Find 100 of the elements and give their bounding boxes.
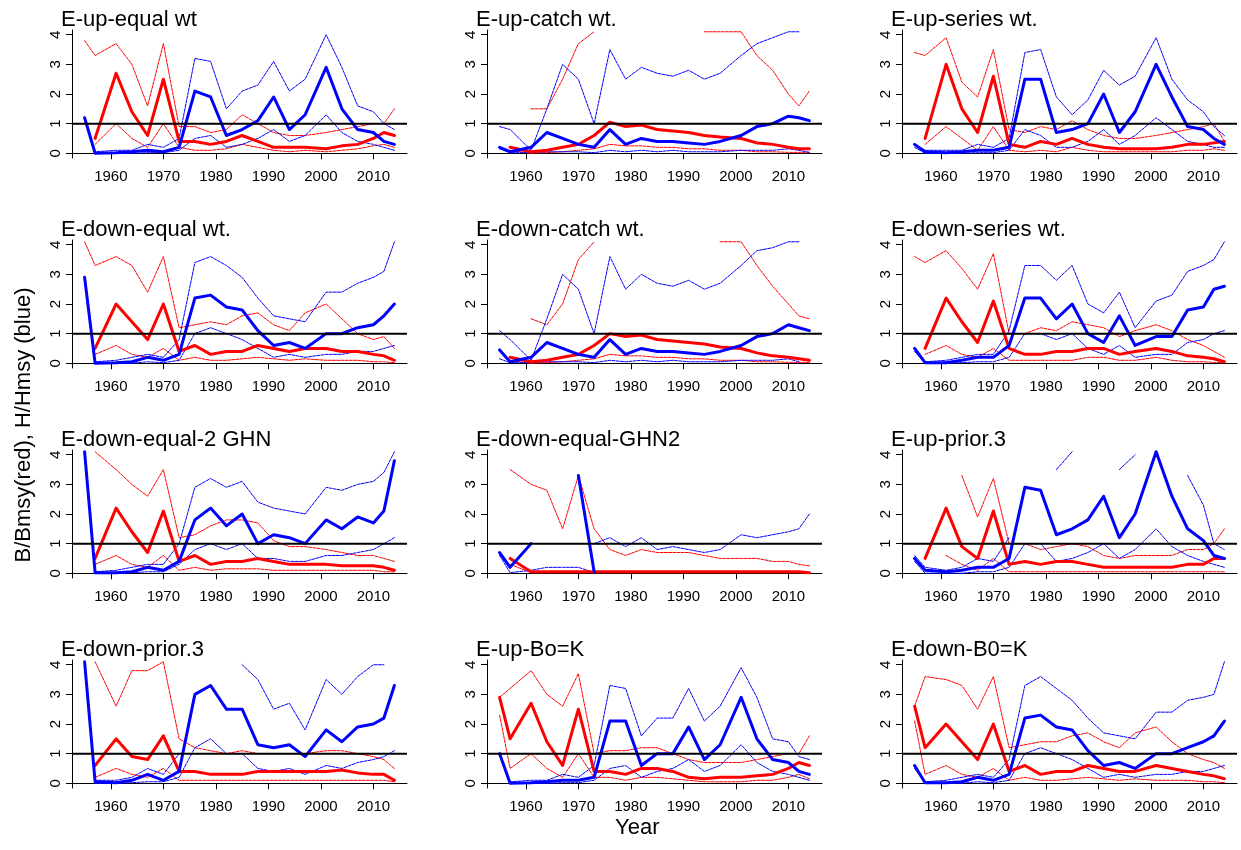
- y-tick-label: 4: [876, 240, 893, 249]
- x-tick-label: 1970: [146, 167, 181, 184]
- x-tick-label: 2000: [719, 377, 753, 394]
- y-tick-label: 1: [46, 539, 63, 548]
- chart-title: E-down-equal wt.: [61, 215, 231, 241]
- x-tick-label: 1960: [94, 797, 128, 814]
- x-tick-label: 2000: [1134, 797, 1168, 814]
- y-tick-label: 2: [46, 89, 63, 99]
- y-tick-label: 1: [461, 539, 478, 548]
- y-tick-label: 4: [461, 240, 478, 249]
- y-tick-label: 3: [876, 270, 893, 279]
- chart-title: E-down-prior.3: [61, 635, 205, 661]
- x-tick-label: 1960: [509, 797, 543, 814]
- x-tick-label: 1980: [614, 587, 648, 604]
- y-tick-label: 3: [461, 480, 478, 489]
- y-tick-label: 0: [461, 359, 478, 368]
- y-tick-label: 3: [46, 270, 63, 279]
- x-tick-label: 1990: [1081, 587, 1116, 604]
- x-tick-label: 1980: [199, 587, 233, 604]
- x-tick-label: 1980: [1029, 167, 1063, 184]
- x-tick-label: 2010: [356, 587, 391, 604]
- y-tick-label: 1: [46, 119, 63, 128]
- x-tick-label: 2010: [771, 797, 806, 814]
- y-tick-label: 4: [876, 450, 893, 459]
- y-tick-label: 3: [46, 690, 63, 699]
- x-tick-label: 2000: [719, 797, 753, 814]
- x-tick-label: 1970: [146, 587, 181, 604]
- y-tick-label: 0: [46, 779, 63, 788]
- y-tick-label: 4: [876, 660, 893, 669]
- y-tick-label: 1: [461, 119, 478, 128]
- y-tick-label: 2: [46, 719, 63, 729]
- y-tick-label: 4: [461, 30, 478, 39]
- y-tick-label: 0: [876, 569, 893, 578]
- y-tick-label: 4: [46, 30, 63, 39]
- y-tick-label: 2: [876, 509, 893, 519]
- x-tick-label: 1980: [1029, 587, 1063, 604]
- y-tick-label: 2: [461, 509, 478, 519]
- y-tick-label: 0: [46, 149, 63, 158]
- x-tick-label: 2010: [356, 377, 391, 394]
- x-tick-label: 2010: [1186, 797, 1221, 814]
- y-tick-label: 2: [461, 719, 478, 729]
- x-tick-label: 1990: [1081, 797, 1116, 814]
- x-tick-label: 2000: [304, 377, 338, 394]
- x-tick-label: 2000: [1134, 167, 1168, 184]
- x-tick-label: 1960: [924, 377, 958, 394]
- y-tick-label: 0: [876, 149, 893, 158]
- x-tick-label: 1980: [199, 797, 233, 814]
- x-tick-label: 1990: [1081, 167, 1116, 184]
- x-tick-label: 1990: [251, 587, 286, 604]
- x-tick-label: 1960: [924, 587, 958, 604]
- x-tick-label: 1980: [614, 167, 648, 184]
- y-axis-title: B/Bmsy(red), H/Hmsy (blue): [9, 287, 36, 563]
- chart-title: E-down-B0=K: [891, 635, 1028, 661]
- y-tick-label: 4: [461, 660, 478, 669]
- x-tick-label: 1960: [509, 167, 543, 184]
- y-tick-label: 4: [46, 240, 63, 249]
- x-tick-label: 2010: [1186, 167, 1221, 184]
- x-tick-label: 1980: [614, 377, 648, 394]
- y-tick-label: 1: [461, 329, 478, 338]
- x-tick-label: 1970: [146, 797, 181, 814]
- x-tick-label: 1960: [94, 587, 128, 604]
- chart-title: E-down-equal-GHN2: [476, 425, 681, 451]
- x-axis-title: Year: [615, 814, 660, 840]
- y-tick-label: 1: [876, 539, 893, 548]
- y-tick-label: 0: [461, 569, 478, 578]
- x-tick-label: 1970: [976, 377, 1011, 394]
- y-tick-label: 3: [461, 690, 478, 699]
- x-tick-label: 1980: [1029, 797, 1063, 814]
- x-tick-label: 2010: [356, 797, 391, 814]
- chart-title: E-down-catch wt.: [476, 215, 645, 241]
- x-tick-label: 1970: [976, 587, 1011, 604]
- x-tick-label: 1980: [1029, 377, 1063, 394]
- x-tick-label: 1960: [94, 167, 128, 184]
- x-tick-label: 1970: [561, 587, 596, 604]
- x-tick-label: 1990: [251, 377, 286, 394]
- x-tick-label: 1990: [251, 797, 286, 814]
- chart-title: E-up-catch wt.: [476, 5, 617, 31]
- x-tick-label: 1990: [251, 167, 286, 184]
- y-tick-label: 1: [876, 329, 893, 338]
- x-tick-label: 2000: [719, 167, 753, 184]
- y-tick-label: 3: [876, 480, 893, 489]
- x-tick-label: 2000: [1134, 587, 1168, 604]
- x-tick-label: 1990: [666, 167, 701, 184]
- y-tick-label: 3: [876, 60, 893, 69]
- x-tick-label: 1990: [666, 377, 701, 394]
- x-tick-label: 1970: [561, 377, 596, 394]
- chart-title: E-down-equal-2 GHN: [61, 425, 272, 451]
- x-tick-label: 2010: [771, 167, 806, 184]
- y-tick-label: 2: [876, 719, 893, 729]
- x-tick-label: 1970: [146, 377, 181, 394]
- y-tick-label: 1: [876, 119, 893, 128]
- y-tick-label: 3: [461, 60, 478, 69]
- y-tick-label: 0: [876, 359, 893, 368]
- y-tick-label: 4: [876, 30, 893, 39]
- x-tick-label: 1990: [1081, 377, 1116, 394]
- chart-title: E-up-prior.3: [891, 425, 1006, 451]
- x-tick-label: 1970: [561, 167, 596, 184]
- y-tick-label: 2: [876, 299, 893, 309]
- x-tick-label: 1960: [94, 377, 128, 394]
- y-tick-label: 3: [46, 480, 63, 489]
